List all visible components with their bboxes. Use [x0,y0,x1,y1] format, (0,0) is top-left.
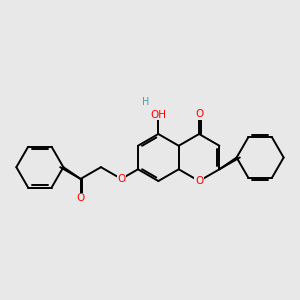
Text: O: O [195,176,203,186]
Text: OH: OH [150,110,166,120]
Text: O: O [117,174,125,184]
Text: O: O [195,109,203,119]
Text: H: H [142,97,149,107]
Text: O: O [76,193,85,203]
